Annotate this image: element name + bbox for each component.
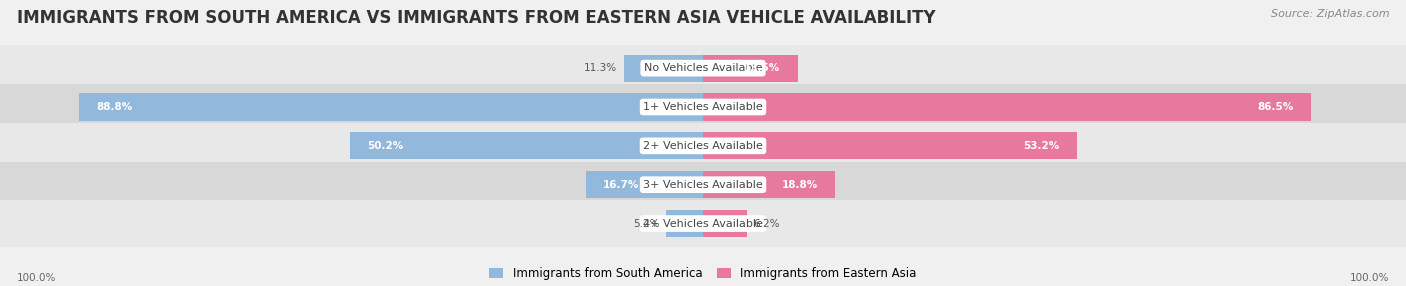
Bar (624, 55, 703, 82)
Bar (0, 200, 1406, 247)
Text: 16.7%: 16.7% (603, 180, 640, 190)
Text: 100.0%: 100.0% (1350, 273, 1389, 283)
Bar (703, 171, 835, 198)
Bar (703, 210, 747, 237)
Bar (666, 210, 703, 237)
Text: 2+ Vehicles Available: 2+ Vehicles Available (643, 141, 763, 151)
Bar (0, 123, 1406, 169)
Bar (703, 94, 1312, 121)
Text: 50.2%: 50.2% (368, 141, 404, 151)
Text: 5.2%: 5.2% (633, 219, 659, 229)
Text: 86.5%: 86.5% (1257, 102, 1294, 112)
Text: 53.2%: 53.2% (1024, 141, 1060, 151)
Bar (0, 162, 1406, 208)
Text: 18.8%: 18.8% (782, 180, 818, 190)
Bar (350, 132, 703, 160)
Text: IMMIGRANTS FROM SOUTH AMERICA VS IMMIGRANTS FROM EASTERN ASIA VEHICLE AVAILABILI: IMMIGRANTS FROM SOUTH AMERICA VS IMMIGRA… (17, 9, 935, 27)
Bar (703, 55, 799, 82)
Bar (79, 94, 703, 121)
Bar (703, 132, 1077, 160)
Text: 6.2%: 6.2% (754, 219, 780, 229)
Text: 100.0%: 100.0% (17, 273, 56, 283)
Text: 3+ Vehicles Available: 3+ Vehicles Available (643, 180, 763, 190)
Text: 1+ Vehicles Available: 1+ Vehicles Available (643, 102, 763, 112)
Bar (0, 45, 1406, 91)
Text: 88.8%: 88.8% (97, 102, 132, 112)
Text: Source: ZipAtlas.com: Source: ZipAtlas.com (1271, 9, 1389, 19)
Text: No Vehicles Available: No Vehicles Available (644, 63, 762, 73)
Text: 4+ Vehicles Available: 4+ Vehicles Available (643, 219, 763, 229)
Text: 11.3%: 11.3% (583, 63, 616, 73)
Legend: Immigrants from South America, Immigrants from Eastern Asia: Immigrants from South America, Immigrant… (489, 267, 917, 280)
Bar (586, 171, 703, 198)
Text: 13.5%: 13.5% (744, 63, 780, 73)
Bar (0, 84, 1406, 130)
